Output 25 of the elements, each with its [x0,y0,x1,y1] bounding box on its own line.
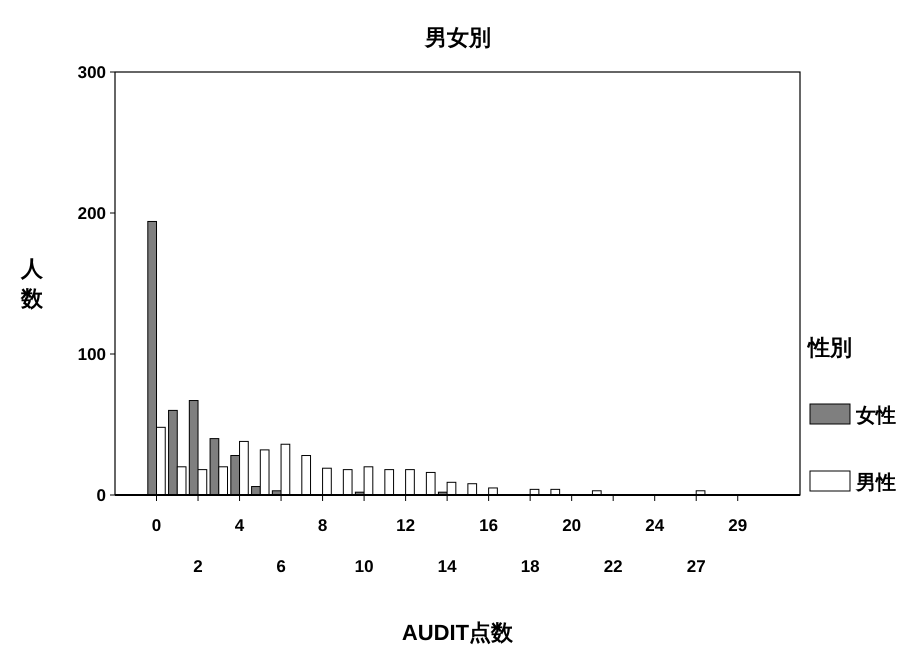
x-tick-label: 20 [562,516,582,535]
x-tick-label: 2 [193,557,203,576]
x-tick-label: 22 [604,557,623,576]
x-tick-label: 29 [728,516,748,535]
x-tick-label: 10 [354,557,374,576]
x-tick-label: 16 [479,516,498,535]
chart-title: 男女別 [424,25,491,50]
x-tick-label: 4 [234,516,245,535]
y-tick-label: 300 [78,63,106,82]
x-tick-label: 24 [645,516,665,535]
y-tick-label: 100 [78,345,106,364]
x-tick-label: 27 [686,557,706,576]
legend-title: 性別 [806,335,852,360]
x-axis-title: AUDIT点数 [402,620,514,645]
x-tick-label: 14 [438,557,458,576]
x-tick-label: 12 [396,516,416,535]
y-tick-label: 0 [96,486,106,505]
legend-label: 女性 [855,405,896,427]
y-tick-label: 200 [78,204,106,223]
y-axis-title: 人数 [20,256,44,311]
x-tick-label: 0 [152,516,162,535]
x-tick-label: 8 [318,516,328,535]
x-tick-label: 18 [520,557,540,576]
x-tick-label: 6 [276,557,286,576]
legend-label: 男性 [855,472,896,494]
